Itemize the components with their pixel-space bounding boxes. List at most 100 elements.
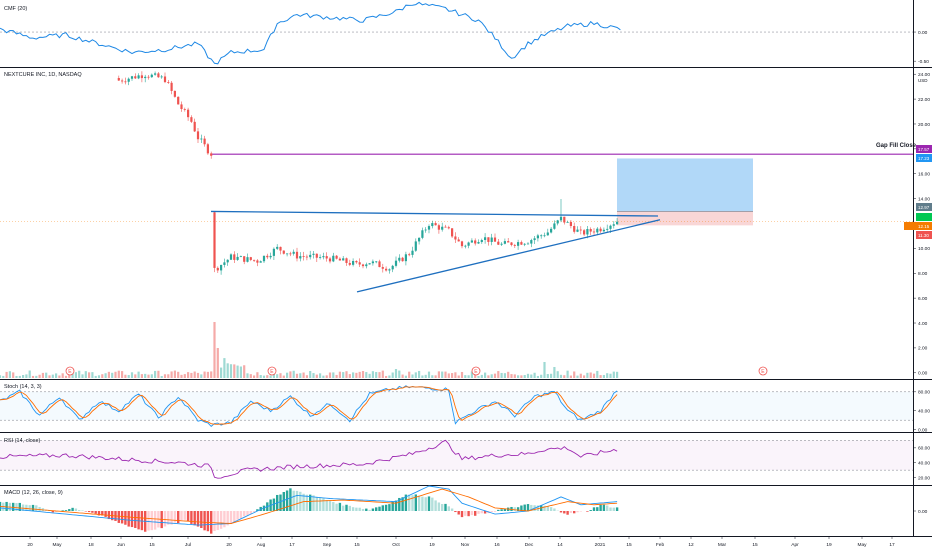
target-level-label: 17.23: [918, 156, 930, 161]
earnings-marker[interactable]: [267, 366, 277, 376]
volume-bar: [88, 372, 91, 378]
candle: [424, 229, 427, 231]
rsi-tick-label: 60.00: [918, 446, 930, 452]
candle: [342, 258, 345, 261]
volume-bar: [68, 372, 71, 378]
volume-bar: [606, 373, 609, 378]
currency-label: USD: [918, 78, 928, 83]
support-trendline: [356, 219, 661, 293]
earnings-marker[interactable]: [758, 366, 768, 376]
x-tick-label: Jun: [117, 542, 125, 548]
macd-histogram-bar: [226, 511, 229, 526]
macd-histogram-bar: [147, 511, 150, 531]
volume-bar: [55, 373, 58, 378]
volume-bar: [223, 358, 226, 378]
volume-bar: [78, 370, 81, 378]
candle: [368, 263, 371, 265]
macd-histogram-bar: [173, 511, 177, 523]
price-tick-label: 0.00: [918, 371, 928, 377]
volume-bar: [381, 370, 384, 378]
candle: [295, 251, 299, 259]
candle: [279, 246, 282, 251]
candle: [589, 229, 592, 232]
macd-histogram-bar: [563, 511, 566, 514]
x-tick-label: Feb: [656, 542, 665, 548]
macd-histogram-bar: [233, 511, 236, 523]
volume-bar: [312, 373, 315, 378]
stoch-title: Stoch (14, 3, 3): [4, 384, 42, 390]
volume-bar: [464, 375, 467, 378]
volume-bar: [579, 373, 582, 378]
volume-bar: [345, 371, 348, 378]
macd-histogram-bar: [559, 511, 563, 513]
stoch-band: [0, 391, 913, 421]
candle: [609, 225, 612, 229]
candle: [579, 229, 582, 231]
macd-histogram-bar: [180, 511, 183, 522]
volume-bar: [457, 375, 460, 378]
candle: [144, 76, 147, 79]
volume-bar: [305, 375, 308, 378]
volume-bar: [467, 375, 470, 378]
macd-histogram-bar: [285, 490, 289, 511]
candle: [124, 81, 127, 83]
candle: [606, 228, 609, 230]
macd-histogram-bar: [193, 511, 196, 526]
candle: [375, 261, 378, 263]
macd-histogram-bar: [61, 510, 64, 511]
candle: [592, 231, 596, 233]
macd-histogram-bar: [523, 504, 526, 511]
macd-histogram-bar: [516, 507, 520, 511]
candle: [154, 73, 157, 75]
candle: [371, 261, 374, 264]
macd-histogram-bar: [553, 508, 556, 511]
price-tick-label: 8.00: [918, 271, 928, 277]
earnings-markers[interactable]: E E E E: [65, 366, 768, 376]
stop-zone: [617, 211, 753, 226]
macd-histogram-bar: [348, 505, 351, 511]
prev-level-label: 12.97: [918, 205, 930, 210]
candle: [338, 258, 341, 261]
candle: [536, 235, 539, 239]
volume-bar: [124, 374, 127, 378]
cmf-title: CMF (20): [4, 6, 27, 12]
candle: [328, 258, 332, 262]
earnings-marker[interactable]: [65, 366, 75, 376]
volume-bar: [140, 374, 143, 378]
macd-histogram-bar: [81, 510, 84, 511]
macd-histogram-bar: [612, 507, 615, 511]
earnings-marker[interactable]: [471, 366, 481, 376]
last-level-label: 12.15: [918, 224, 930, 229]
candle: [569, 221, 572, 227]
macd-histogram-bar: [470, 511, 474, 516]
rsi-pane: [0, 439, 913, 479]
macd-histogram-bar: [153, 511, 157, 530]
volume-bar: [431, 375, 434, 378]
volume-bar: [398, 370, 401, 378]
macd-histogram-bar: [497, 509, 500, 511]
volume-bar: [25, 374, 28, 378]
candle: [493, 237, 497, 242]
candle: [411, 250, 414, 255]
stop-level-label: 11.30: [918, 233, 929, 238]
macd-histogram-bar: [203, 511, 206, 531]
earnings-marker-label: E: [270, 369, 274, 375]
x-tick-label: 18: [88, 542, 94, 548]
candle: [163, 76, 167, 83]
macd-histogram-bar: [424, 497, 427, 511]
candle: [365, 264, 368, 267]
macd-histogram-bar: [71, 507, 74, 511]
volume-bar: [276, 374, 279, 378]
candle: [487, 237, 490, 242]
macd-histogram-bar: [431, 497, 434, 511]
macd-histogram-bar: [318, 497, 322, 511]
candle: [457, 239, 460, 242]
target-zone: [617, 158, 753, 212]
volume-bar: [355, 372, 358, 378]
macd-histogram-bar: [74, 508, 78, 511]
volume-bar: [348, 374, 351, 378]
candle: [583, 230, 586, 235]
candle: [269, 255, 272, 258]
macd-histogram-bar: [87, 511, 91, 513]
